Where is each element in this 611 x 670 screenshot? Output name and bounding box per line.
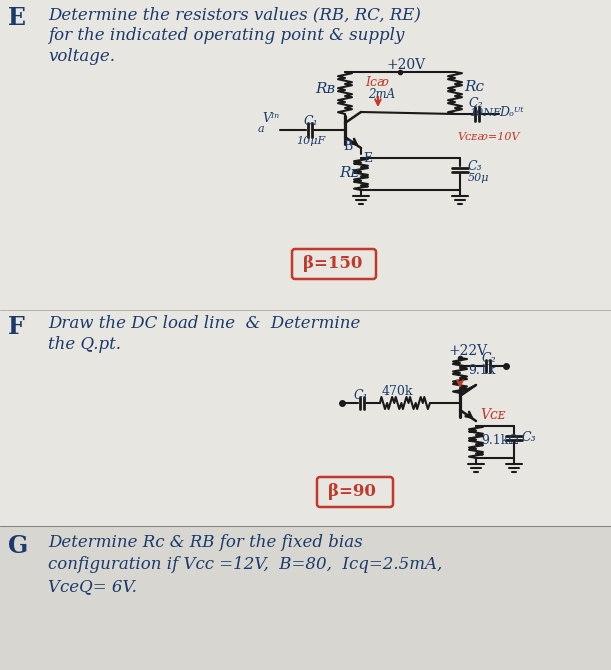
Text: voltage.: voltage. — [48, 48, 115, 65]
Text: Vᴄᴇ: Vᴄᴇ — [480, 408, 505, 422]
Text: B: B — [343, 140, 353, 153]
Text: +22V: +22V — [448, 344, 487, 358]
Text: +20V: +20V — [386, 58, 425, 72]
Text: F: F — [8, 315, 25, 339]
Text: C₁: C₁ — [304, 115, 318, 128]
Text: Vᴄᴇᴂ=10V: Vᴄᴇᴂ=10V — [457, 132, 519, 142]
Text: the Q.pt.: the Q.pt. — [48, 336, 121, 353]
Text: 470k: 470k — [382, 385, 414, 398]
Text: for the indicated operating point & supply: for the indicated operating point & supp… — [48, 27, 404, 44]
Text: Iᴄᴂ: Iᴄᴂ — [365, 76, 389, 89]
Text: 10NF: 10NF — [469, 108, 501, 118]
Text: Determine Rc & RB for the fixed bias: Determine Rc & RB for the fixed bias — [48, 534, 362, 551]
Text: C₂: C₂ — [482, 352, 497, 365]
Text: Determine the resistors values (RB, RC, RE): Determine the resistors values (RB, RC, … — [48, 6, 421, 23]
Text: C₁: C₁ — [354, 389, 368, 402]
Text: a: a — [258, 124, 265, 134]
Text: 9.1k: 9.1k — [468, 364, 496, 377]
Text: 2mA: 2mA — [368, 88, 395, 101]
Text: Dₒᵁᵗ: Dₒᵁᵗ — [499, 106, 524, 119]
Text: Rᴇ: Rᴇ — [339, 166, 359, 180]
Text: Rᴄ: Rᴄ — [464, 80, 484, 94]
Text: 9.1kΩ: 9.1kΩ — [481, 434, 519, 447]
Text: VceQ= 6V.: VceQ= 6V. — [48, 578, 137, 595]
Text: β=150: β=150 — [303, 255, 362, 272]
Text: Vᴵⁿ: Vᴵⁿ — [262, 112, 279, 125]
Text: 10μF: 10μF — [296, 136, 325, 146]
Text: C₃: C₃ — [522, 431, 536, 444]
Text: β=90: β=90 — [328, 483, 376, 500]
Text: Draw the DC load line  &  Determine: Draw the DC load line & Determine — [48, 315, 360, 332]
Text: E: E — [363, 152, 372, 165]
Text: E: E — [8, 6, 26, 30]
Text: configuration if Vcc =12V,  B=80,  Icq=2.5mA,: configuration if Vcc =12V, B=80, Icq=2.5… — [48, 556, 442, 573]
Text: C₂: C₂ — [469, 97, 484, 110]
Text: C₃: C₃ — [468, 160, 483, 173]
Bar — [0, 526, 611, 670]
Text: G: G — [8, 534, 28, 558]
Text: 50μ: 50μ — [468, 173, 489, 183]
Text: Rʙ: Rʙ — [315, 82, 335, 96]
